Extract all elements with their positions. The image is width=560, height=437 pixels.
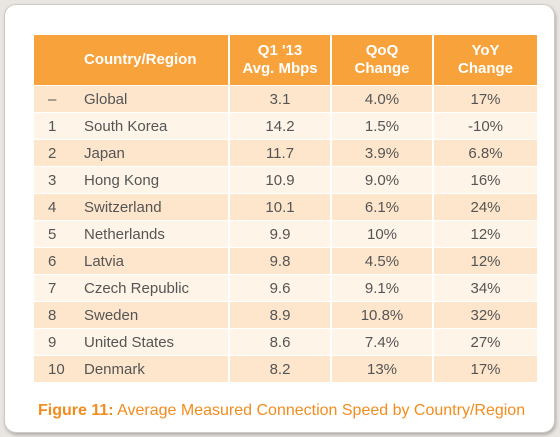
qoq-change-cell: 9.0%: [331, 166, 434, 194]
table-row: 9 United States 8.6 7.4% 27%: [34, 328, 537, 356]
rank-country-cell: 10 Denmark: [34, 355, 230, 382]
yoy-change-cell: 34%: [433, 274, 537, 302]
rank-label: 10: [48, 360, 65, 378]
qoq-change-cell: 10.8%: [331, 301, 434, 329]
rank-country-cell: 8 Sweden: [34, 301, 230, 329]
header-yoy-change: YoY Change: [433, 35, 537, 86]
qoq-change-cell: 4.0%: [331, 85, 434, 113]
header-yoy-line2: Change: [457, 60, 513, 77]
qoq-change-cell: 10%: [331, 220, 434, 248]
table-row: 6 Latvia 9.8 4.5% 12%: [34, 247, 537, 275]
header-country-region: Country/Region: [34, 35, 230, 86]
rank-label: –: [48, 90, 57, 108]
avg-mbps-cell: 9.8: [229, 247, 332, 275]
rank-label: 8: [48, 306, 57, 324]
rank-country-cell: 6 Latvia: [34, 247, 230, 275]
rank-country-cell: 5 Netherlands: [34, 220, 230, 248]
rank-country-cell: 9 United States: [34, 328, 230, 356]
header-country-region-label: Country/Region: [84, 51, 197, 68]
rank-label: 5: [48, 225, 57, 243]
header-yoy-line1: YoY: [471, 42, 500, 59]
rank-country-cell: 2 Japan: [34, 139, 230, 167]
country-label: Hong Kong: [84, 171, 160, 189]
yoy-change-cell: 12%: [433, 247, 537, 275]
yoy-change-cell: 17%: [433, 355, 537, 382]
table-row: 5 Netherlands 9.9 10% 12%: [34, 220, 537, 248]
rank-country-cell: 3 Hong Kong: [34, 166, 230, 194]
rank-label: 9: [48, 333, 57, 351]
country-label: Sweden: [84, 306, 139, 324]
rank-label: 1: [48, 117, 57, 135]
table-row: 1 South Korea 14.2 1.5% -10%: [34, 112, 537, 140]
figure-frame: Country/Region Q1 '13 Avg. Mbps QoQ Chan…: [4, 4, 555, 433]
avg-mbps-cell: 9.6: [229, 274, 332, 302]
country-label: Japan: [84, 144, 125, 162]
yoy-change-cell: 24%: [433, 193, 537, 221]
qoq-change-cell: 13%: [331, 355, 434, 382]
header-avg-line1: Q1 '13: [257, 42, 303, 59]
rank-label: 7: [48, 279, 57, 297]
table-row: 8 Sweden 8.9 10.8% 32%: [34, 301, 537, 329]
qoq-change-cell: 1.5%: [331, 112, 434, 140]
rank-country-cell: – Global: [34, 85, 230, 113]
avg-mbps-cell: 9.9: [229, 220, 332, 248]
connection-speed-table: Country/Region Q1 '13 Avg. Mbps QoQ Chan…: [34, 35, 537, 382]
header-avg-line2: Avg. Mbps: [242, 60, 318, 77]
yoy-change-cell: 27%: [433, 328, 537, 356]
qoq-change-cell: 3.9%: [331, 139, 434, 167]
table-body: – Global 3.1 4.0% 17% 1 South Korea 14.2 1.5% -10…: [34, 85, 537, 382]
country-label: Global: [84, 90, 128, 108]
avg-mbps-cell: 11.7: [229, 139, 332, 167]
rank-label: 4: [48, 198, 57, 216]
table-header-row: Country/Region Q1 '13 Avg. Mbps QoQ Chan…: [34, 35, 537, 86]
country-label: Czech Republic: [84, 279, 190, 297]
table-row: 2 Japan 11.7 3.9% 6.8%: [34, 139, 537, 167]
header-qoq-change: QoQ Change: [331, 35, 434, 86]
caption-figure-label: Figure 11:: [38, 402, 114, 419]
country-label: Denmark: [84, 360, 145, 378]
yoy-change-cell: 32%: [433, 301, 537, 329]
figure-caption: Figure 11: Average Measured Connection S…: [38, 402, 525, 420]
avg-mbps-cell: 10.9: [229, 166, 332, 194]
country-label: South Korea: [84, 117, 168, 135]
rank-country-cell: 7 Czech Republic: [34, 274, 230, 302]
caption-text: Average Measured Connection Speed by Cou…: [113, 402, 526, 419]
avg-mbps-cell: 10.1: [229, 193, 332, 221]
qoq-change-cell: 7.4%: [331, 328, 434, 356]
qoq-change-cell: 4.5%: [331, 247, 434, 275]
table-row: 3 Hong Kong 10.9 9.0% 16%: [34, 166, 537, 194]
yoy-change-cell: 16%: [433, 166, 537, 194]
table-row: 4 Switzerland 10.1 6.1% 24%: [34, 193, 537, 221]
table-row: 10 Denmark 8.2 13% 17%: [34, 355, 537, 382]
country-label: Netherlands: [84, 225, 165, 243]
avg-mbps-cell: 8.2: [229, 355, 332, 382]
rank-label: 6: [48, 252, 57, 270]
header-qoq-line2: Change: [354, 60, 410, 77]
country-label: Latvia: [84, 252, 125, 270]
avg-mbps-cell: 14.2: [229, 112, 332, 140]
avg-mbps-cell: 3.1: [229, 85, 332, 113]
table-row: 7 Czech Republic 9.6 9.1% 34%: [34, 274, 537, 302]
yoy-change-cell: 12%: [433, 220, 537, 248]
rank-label: 2: [48, 144, 57, 162]
yoy-change-cell: 6.8%: [433, 139, 537, 167]
rank-label: 3: [48, 171, 57, 189]
rank-country-cell: 1 South Korea: [34, 112, 230, 140]
qoq-change-cell: 6.1%: [331, 193, 434, 221]
yoy-change-cell: 17%: [433, 85, 537, 113]
country-label: Switzerland: [84, 198, 162, 216]
header-qoq-line1: QoQ: [365, 42, 399, 59]
rank-country-cell: 4 Switzerland: [34, 193, 230, 221]
country-label: United States: [84, 333, 175, 351]
header-avg-mbps: Q1 '13 Avg. Mbps: [229, 35, 332, 86]
yoy-change-cell: -10%: [433, 112, 537, 140]
avg-mbps-cell: 8.9: [229, 301, 332, 329]
avg-mbps-cell: 8.6: [229, 328, 332, 356]
table-row: – Global 3.1 4.0% 17%: [34, 85, 537, 113]
qoq-change-cell: 9.1%: [331, 274, 434, 302]
